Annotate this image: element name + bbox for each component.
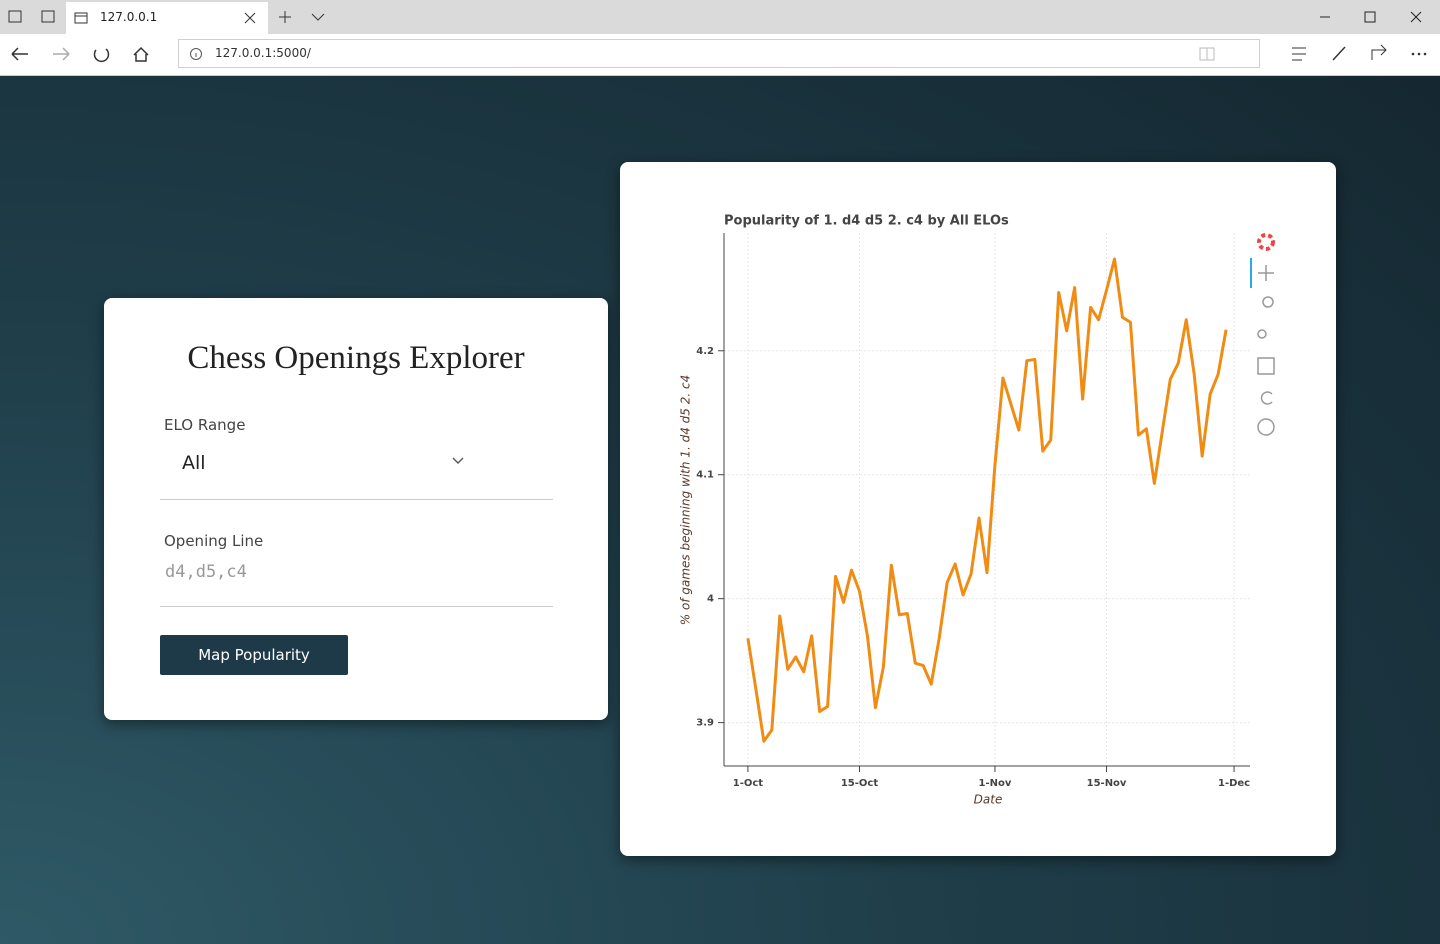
toolbar	[1250, 233, 1275, 436]
form-title: Chess Openings Explorer	[187, 340, 525, 376]
close[interactable]	[1410, 11, 1422, 23]
chart: Popularity of 1. d4 d5 2. c4 by All ELOs…	[679, 214, 1275, 807]
map-button[interactable]: Map Popularity	[160, 635, 348, 675]
maximize[interactable]	[1364, 11, 1376, 23]
help-tool[interactable]	[1257, 418, 1275, 436]
form-card: Chess Openings Explorer ELO Range All Op…	[104, 298, 608, 720]
opening-placeholder: d4,d5,c4	[165, 562, 247, 582]
zoom-tool[interactable]	[1262, 296, 1274, 308]
reset-tool[interactable]	[1260, 391, 1273, 405]
window-controls	[8, 10, 1422, 23]
share[interactable]	[1371, 44, 1387, 60]
tab-close[interactable]	[244, 12, 256, 24]
data-line	[746, 257, 1228, 743]
opening-label: Opening Line	[164, 532, 264, 550]
x-tick-label: 15-Oct	[841, 778, 878, 789]
refresh[interactable]	[93, 48, 110, 63]
wheel-zoom-tool[interactable]	[1257, 329, 1267, 339]
y-tick-label: 4	[707, 594, 714, 605]
tab-icon	[74, 12, 88, 24]
browser-tab[interactable]: 127.0.0.1	[66, 2, 268, 34]
x-tick-label: 1-Nov	[979, 778, 1012, 789]
y-axis-label: % of games beginning with 1. d4 d5 2. c4	[679, 375, 693, 625]
tabs-aside[interactable]	[8, 10, 22, 23]
elo-select[interactable]: All	[160, 443, 553, 500]
chart-card: Popularity of 1. d4 d5 2. c4 by All ELOs…	[620, 162, 1336, 856]
forward[interactable]	[53, 47, 70, 61]
x-tick-label: 1-Oct	[733, 778, 764, 789]
new-tab[interactable]	[279, 11, 291, 23]
elo-value: All	[182, 452, 206, 474]
chart-title: Popularity of 1. d4 d5 2. c4 by All ELOs	[724, 214, 1009, 229]
pan-tool[interactable]	[1258, 265, 1274, 281]
url: 127.0.0.1:5000/	[215, 46, 311, 60]
chevron	[452, 457, 464, 464]
back[interactable]	[11, 47, 28, 61]
tab-list[interactable]	[311, 13, 325, 21]
x-axis-label: Date	[974, 793, 1003, 807]
set-aside[interactable]	[41, 10, 55, 23]
x-tick-label: 1-Dec	[1218, 778, 1250, 789]
reading-view[interactable]	[1199, 47, 1215, 61]
y-tick-label: 4.2	[696, 346, 714, 357]
tab-title: 127.0.0.1	[100, 10, 158, 24]
home[interactable]	[133, 46, 149, 62]
y-tick-label: 3.9	[696, 718, 714, 729]
address-bar[interactable]: 127.0.0.1:5000/	[178, 39, 1260, 68]
notes[interactable]	[1332, 46, 1346, 61]
opening-input[interactable]: d4,d5,c4	[160, 556, 553, 607]
save-tool[interactable]	[1257, 357, 1275, 375]
x-tick-label: 15-Nov	[1087, 778, 1127, 789]
bokeh-logo[interactable]	[1257, 233, 1275, 251]
favorites[interactable]	[1292, 47, 1306, 61]
more[interactable]	[1411, 52, 1415, 56]
y-tick-label: 4.1	[696, 470, 714, 481]
site-info[interactable]	[189, 47, 203, 61]
elo-label: ELO Range	[164, 416, 246, 434]
